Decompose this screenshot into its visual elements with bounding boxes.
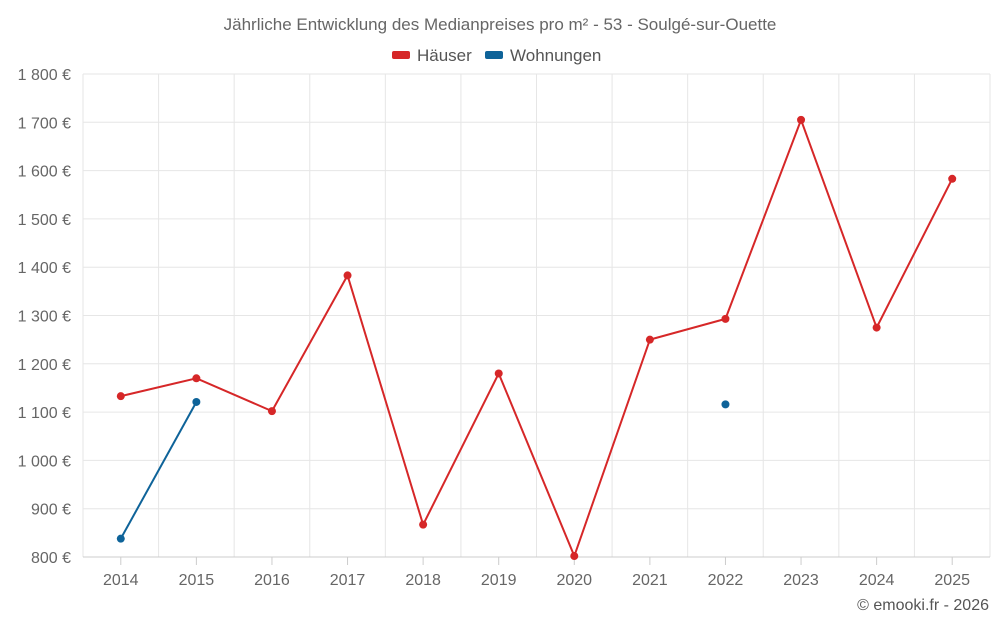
series-line-wohnungen [119, 401, 198, 540]
y-tick-label: 1 100 € [18, 405, 71, 422]
x-tick-label: 2018 [405, 572, 441, 589]
legend-label-haeuser: Häuser [417, 46, 472, 65]
x-tick-label: 2022 [708, 572, 744, 589]
data-point-haeuser[interactable] [721, 314, 730, 323]
data-point-haeuser[interactable] [948, 174, 957, 183]
legend-item-haeuser[interactable]: Häuser [392, 46, 472, 65]
x-tick-label: 2021 [632, 572, 668, 589]
legend-item-wohnungen[interactable]: Wohnungen [485, 46, 601, 65]
x-tick-label: 2017 [330, 572, 366, 589]
y-tick-label: 1 400 € [18, 260, 71, 277]
data-point-wohnungen[interactable] [192, 397, 201, 406]
data-points [116, 115, 957, 561]
y-tick-label: 800 € [31, 550, 71, 567]
x-tick-label: 2025 [934, 572, 970, 589]
data-point-haeuser[interactable] [343, 271, 352, 280]
data-point-haeuser[interactable] [116, 392, 125, 401]
legend-swatch-wohnungen [485, 51, 503, 59]
chart-title: Jährliche Entwicklung des Medianpreises … [224, 15, 777, 34]
x-tick-label: 2020 [556, 572, 592, 589]
x-tick-label: 2024 [859, 572, 895, 589]
y-tick-label: 1 000 € [18, 453, 71, 470]
y-tick-label: 1 200 € [18, 357, 71, 374]
x-tick-label: 2016 [254, 572, 290, 589]
axes: 800 € 900 € 1 000 € 1 100 € 1 200 € 1 300 € 1 … [18, 67, 990, 589]
y-tick-label: 1 800 € [18, 67, 71, 84]
y-tick-label: 1 300 € [18, 309, 71, 326]
x-tick-label: 2015 [179, 572, 215, 589]
y-tick-label: 1 600 € [18, 164, 71, 181]
legend-label-wohnungen: Wohnungen [510, 46, 601, 65]
data-point-haeuser[interactable] [419, 520, 428, 529]
data-point-wohnungen[interactable] [721, 400, 730, 409]
y-tick-label: 1 700 € [18, 115, 71, 132]
y-tick-label: 1 500 € [18, 212, 71, 229]
data-point-haeuser[interactable] [494, 369, 503, 378]
legend-swatch-haeuser [392, 51, 410, 59]
data-point-haeuser[interactable] [872, 323, 881, 332]
x-tick-label: 2014 [103, 572, 139, 589]
y-tick-label: 900 € [31, 502, 71, 519]
series-lines [119, 118, 954, 558]
data-point-haeuser[interactable] [267, 407, 276, 416]
data-point-wohnungen[interactable] [116, 534, 125, 543]
data-point-haeuser[interactable] [797, 115, 806, 124]
series-line-haeuser [120, 118, 954, 558]
credit-text: © emooki.fr - 2026 [857, 597, 989, 614]
data-point-haeuser[interactable] [570, 552, 579, 561]
x-tick-label: 2019 [481, 572, 517, 589]
data-point-haeuser[interactable] [192, 374, 201, 383]
legend: Häuser Wohnungen [392, 46, 601, 65]
grid-lines [82, 73, 991, 558]
x-tick-label: 2023 [783, 572, 819, 589]
data-point-haeuser[interactable] [645, 335, 654, 344]
